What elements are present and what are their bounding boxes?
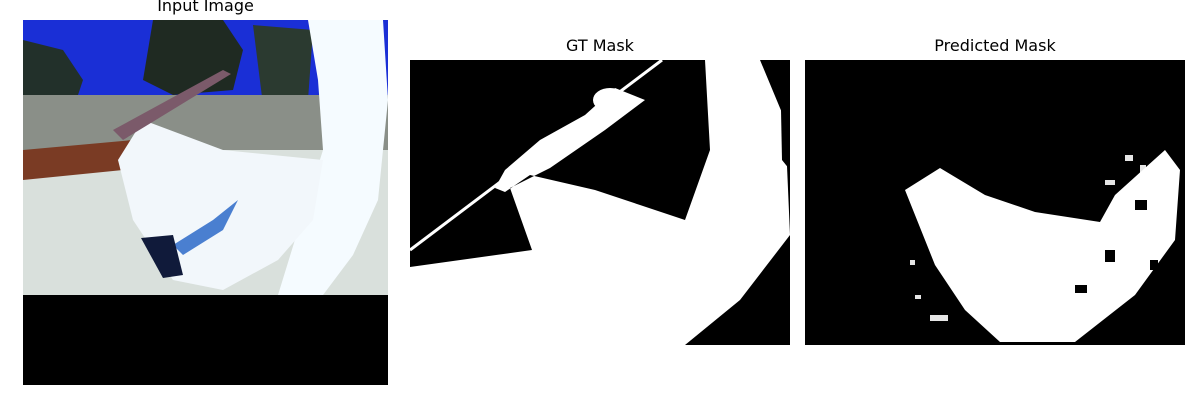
predicted-mask-panel [805, 60, 1185, 345]
predicted-mask-title: Predicted Mask [934, 36, 1056, 55]
gt-mask-panel [410, 60, 790, 345]
input-photo [23, 20, 388, 385]
gt-mask [410, 60, 790, 345]
input-image-panel [23, 20, 388, 385]
gt-mask-title: GT Mask [566, 36, 634, 55]
input-image-title: Input Image [157, 0, 254, 15]
predicted-mask [805, 60, 1185, 345]
